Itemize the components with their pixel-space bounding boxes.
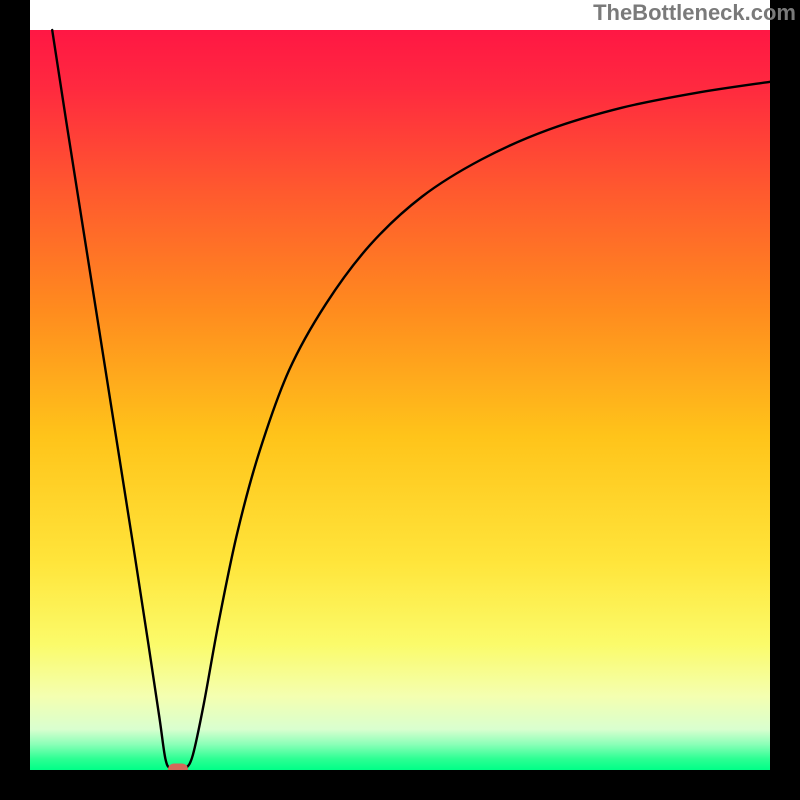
axis-left (0, 0, 30, 800)
chart-svg (0, 0, 800, 800)
watermark-label: TheBottleneck.com (593, 0, 796, 26)
axis-right (770, 0, 800, 800)
plot-group (0, 0, 800, 800)
bottleneck-chart: TheBottleneck.com (0, 0, 800, 800)
axis-bottom (0, 770, 800, 800)
plot-background (30, 30, 770, 770)
